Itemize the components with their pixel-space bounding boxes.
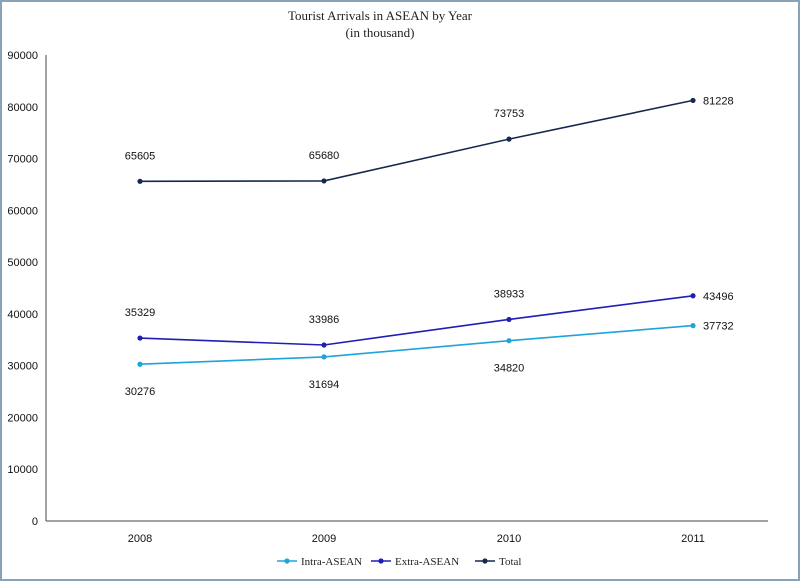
legend-marker <box>284 558 290 564</box>
data-point <box>321 342 327 348</box>
data-label: 73753 <box>494 108 525 120</box>
legend-label: Intra-ASEAN <box>301 556 362 568</box>
data-point <box>690 97 696 104</box>
data-label: 33986 <box>309 314 340 326</box>
series-line-1 <box>139 324 694 365</box>
chart-title: Tourist Arrivals in ASEAN by Year <box>288 8 473 23</box>
data-label: 65680 <box>309 150 340 162</box>
data-label: 37732 <box>703 321 734 333</box>
data-label: 65605 <box>125 150 156 162</box>
data-point <box>690 293 696 299</box>
data-label: 35329 <box>125 307 156 319</box>
data-label: 30276 <box>125 386 156 398</box>
data-label: 38933 <box>494 288 525 300</box>
data-label: 31694 <box>309 379 340 391</box>
legend-marker <box>378 558 384 564</box>
y-tick-label: 60000 <box>7 205 38 217</box>
data-point <box>321 354 327 360</box>
data-point <box>690 323 696 329</box>
data-point <box>137 178 143 184</box>
series-layer: 30276 31694 34820 37732 35329 33986 38933 43496… <box>125 95 734 398</box>
x-tick-label: 2008 <box>128 533 152 545</box>
series-line-3 <box>139 99 694 183</box>
y-tick-label: 80000 <box>7 102 38 114</box>
data-point <box>506 316 512 323</box>
y-tick-label: 50000 <box>7 257 38 269</box>
data-point <box>506 136 512 142</box>
y-tick-label: 10000 <box>7 464 38 476</box>
legend: Intra-ASEAN Extra-ASEAN Total <box>277 556 521 568</box>
data-point <box>506 338 512 344</box>
chart-subtitle: (in thousand) <box>346 25 415 40</box>
data-point <box>137 335 143 341</box>
x-tick-label: 2009 <box>312 533 336 545</box>
y-tick-label: 30000 <box>7 361 38 373</box>
x-tick-label: 2010 <box>497 533 521 545</box>
series-line-2 <box>139 295 694 346</box>
y-tick-label: 20000 <box>7 412 38 424</box>
y-tick-label: 70000 <box>7 154 38 166</box>
axes: 0 10000 20000 30000 40000 50000 60000 70000 8000… <box>7 50 768 545</box>
data-label: 43496 <box>703 291 734 303</box>
x-tick-label: 2011 <box>681 533 705 545</box>
y-tick-label: 40000 <box>7 309 38 321</box>
y-tick-label: 0 <box>32 516 38 528</box>
legend-marker <box>482 558 488 564</box>
data-label: 81228 <box>703 95 734 107</box>
data-label: 34820 <box>494 363 525 375</box>
y-tick-label: 90000 <box>7 50 38 62</box>
legend-label: Extra-ASEAN <box>395 556 459 568</box>
data-point <box>321 178 327 184</box>
data-point <box>137 361 143 367</box>
legend-label: Total <box>499 556 521 568</box>
